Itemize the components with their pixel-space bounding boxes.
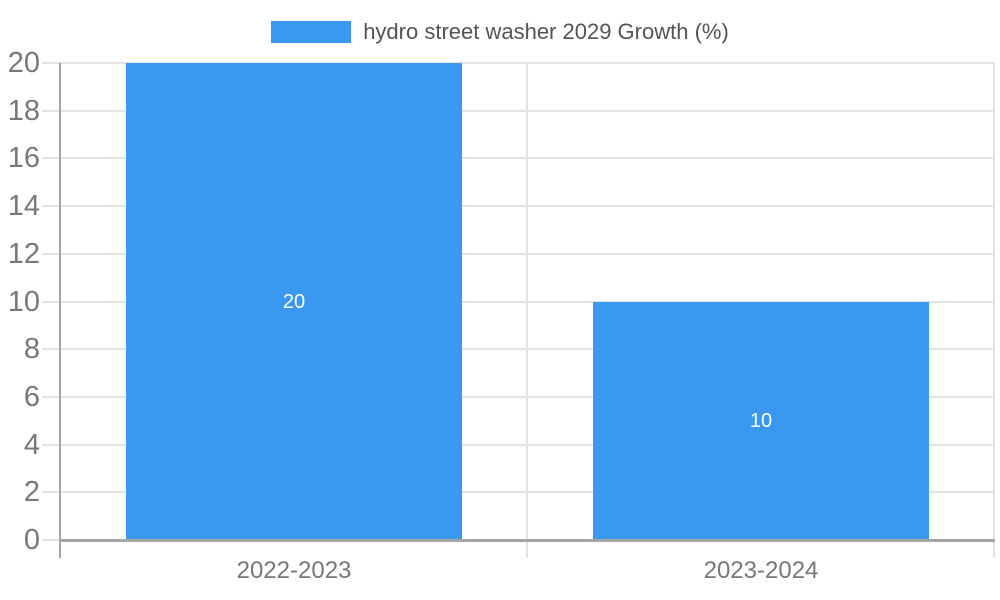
y-tick-label: 10 bbox=[7, 286, 40, 318]
y-tick bbox=[42, 205, 60, 207]
y-tick-label: 14 bbox=[7, 190, 40, 222]
bar[interactable] bbox=[126, 63, 462, 540]
y-tick-label: 6 bbox=[23, 381, 40, 413]
y-tick bbox=[42, 396, 60, 398]
x-axis-line bbox=[59, 539, 995, 542]
y-tick bbox=[42, 62, 60, 64]
y-tick-label: 8 bbox=[23, 333, 40, 365]
x-axis-label: 2022-2023 bbox=[236, 557, 352, 584]
y-tick-label: 16 bbox=[7, 142, 40, 174]
y-tick-label: 12 bbox=[7, 238, 40, 270]
y-tick bbox=[42, 348, 60, 350]
gridline-vertical bbox=[526, 63, 528, 540]
x-tick bbox=[526, 540, 528, 558]
y-tick-label: 4 bbox=[23, 429, 40, 461]
legend-label: hydro street washer 2029 Growth (%) bbox=[363, 19, 729, 44]
y-axis-line bbox=[59, 63, 61, 558]
y-tick-label: 18 bbox=[7, 95, 40, 127]
y-tick bbox=[42, 110, 60, 112]
y-tick-label: 20 bbox=[7, 47, 40, 79]
bar[interactable] bbox=[593, 302, 929, 540]
y-tick bbox=[42, 444, 60, 446]
legend[interactable]: hydro street washer 2029 Growth (%) bbox=[0, 20, 1000, 44]
y-tick-label: 0 bbox=[23, 524, 40, 556]
y-tick-label: 2 bbox=[23, 476, 40, 508]
y-tick bbox=[42, 301, 60, 303]
y-tick bbox=[42, 157, 60, 159]
x-axis-label: 2023-2024 bbox=[703, 557, 819, 584]
x-tick bbox=[993, 540, 995, 558]
y-tick bbox=[42, 539, 60, 541]
legend-swatch-icon bbox=[271, 21, 352, 43]
bar-value-label: 20 bbox=[282, 291, 306, 313]
y-tick bbox=[42, 253, 60, 255]
bar-value-label: 10 bbox=[749, 410, 773, 432]
gridline-vertical bbox=[993, 63, 995, 540]
y-tick bbox=[42, 491, 60, 493]
